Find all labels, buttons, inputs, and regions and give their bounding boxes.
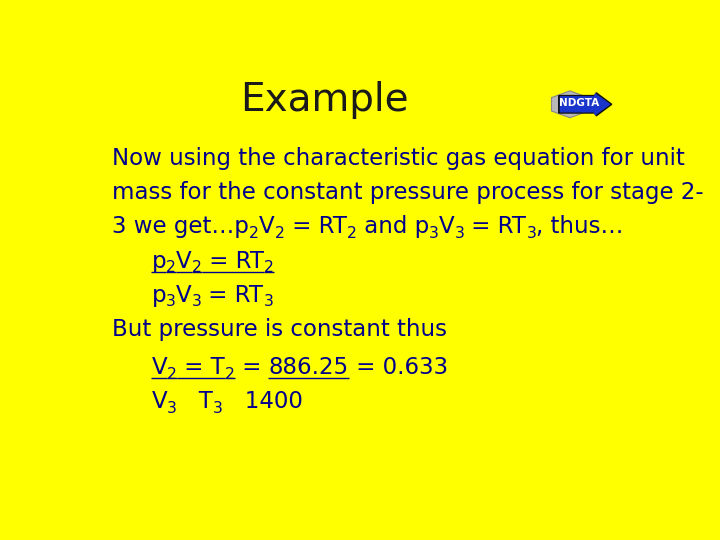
Text: 2: 2 <box>249 226 259 241</box>
Text: T: T <box>177 390 212 413</box>
Text: 3: 3 <box>212 401 222 416</box>
FancyArrow shape <box>560 94 610 114</box>
Text: 2: 2 <box>264 260 274 275</box>
Text: Now using the characteristic gas equation for unit: Now using the characteristic gas equatio… <box>112 147 685 170</box>
Text: V: V <box>259 215 275 238</box>
Text: 3: 3 <box>429 226 439 241</box>
FancyArrow shape <box>559 93 612 116</box>
Text: 886.25: 886.25 <box>269 356 348 379</box>
Text: mass for the constant pressure process for stage 2-: mass for the constant pressure process f… <box>112 181 704 204</box>
Text: p: p <box>151 249 166 273</box>
Text: , thus…: , thus… <box>536 215 624 238</box>
Text: 1400: 1400 <box>222 390 302 413</box>
Text: 2: 2 <box>347 226 357 241</box>
Text: 2: 2 <box>167 367 177 382</box>
Text: 3 we get…p: 3 we get…p <box>112 215 249 238</box>
Text: V: V <box>439 215 454 238</box>
Text: Example: Example <box>240 81 409 119</box>
Text: = RT: = RT <box>202 249 264 273</box>
Text: =: = <box>235 356 269 379</box>
Text: 3: 3 <box>167 401 177 416</box>
Text: 2: 2 <box>225 367 235 382</box>
Text: 3: 3 <box>454 226 464 241</box>
Text: 3: 3 <box>192 294 202 309</box>
Text: p: p <box>151 284 166 307</box>
Text: But pressure is constant thus: But pressure is constant thus <box>112 318 447 341</box>
Text: 2: 2 <box>275 226 285 241</box>
Text: V: V <box>151 390 167 413</box>
Text: = RT: = RT <box>285 215 347 238</box>
Text: 3: 3 <box>526 226 536 241</box>
Text: = RT: = RT <box>202 284 264 307</box>
Text: = RT: = RT <box>464 215 526 238</box>
Text: 2: 2 <box>192 260 202 275</box>
Text: NDGTA: NDGTA <box>559 98 600 109</box>
Text: V: V <box>176 284 192 307</box>
Text: = T: = T <box>177 356 225 379</box>
Text: 3: 3 <box>166 294 176 309</box>
Text: V: V <box>176 249 192 273</box>
Text: V: V <box>151 356 167 379</box>
Polygon shape <box>552 91 588 118</box>
Text: 3: 3 <box>264 294 274 309</box>
Text: and p: and p <box>357 215 429 238</box>
Text: 2: 2 <box>166 260 176 275</box>
Text: = 0.633: = 0.633 <box>348 356 448 379</box>
